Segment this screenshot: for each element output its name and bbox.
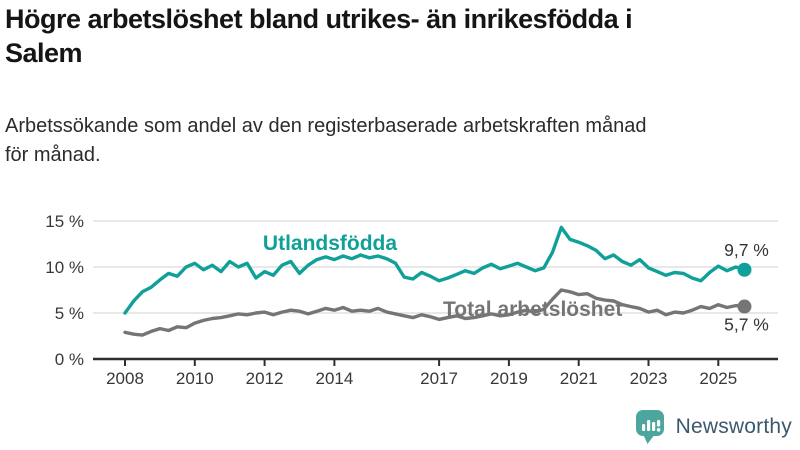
page-title-line2: Salem [5, 38, 83, 68]
x-tick-label: 2017 [420, 369, 458, 388]
chart-subtitle-line2: för månad. [5, 144, 101, 166]
x-tick-label: 2010 [176, 369, 214, 388]
chart-canvas: 0 % 5 % 10 % 15 % 2008 2010 2012 2014 2017 2019 20… [45, 212, 778, 388]
series-end-dot-utlandsfödda [737, 262, 752, 277]
page-title-line1: Högre arbetslöshet bland utrikes- än inr… [5, 4, 633, 34]
chart-subtitle: Arbetssökande som andel av den registerb… [5, 112, 785, 170]
y-tick-label: 10 % [45, 258, 84, 277]
series-line-total-arbetslöshet [123, 288, 747, 337]
y-tick-label: 15 % [45, 212, 84, 231]
x-tick-label: 2014 [315, 369, 353, 388]
series-end-dot-total-arbetslöshet [737, 299, 752, 314]
series-end-value-utlandsfödda: 9,7 % [724, 240, 769, 260]
series-label-utlandsfödda: Utlandsfödda [263, 232, 397, 255]
series-label-total-arbetslöshet: Total arbetslöshet [443, 298, 622, 321]
bar-chart-speech-bubble-icon [635, 410, 664, 444]
chart-subtitle-line1: Arbetssökande som andel av den registerb… [5, 115, 647, 137]
x-tick-label: 2025 [699, 369, 737, 388]
x-tick-label: 2008 [106, 369, 144, 388]
page-title: Högre arbetslöshet bland utrikes- än inr… [5, 2, 785, 70]
newsworthy-logo: Newsworthy [635, 408, 792, 446]
x-tick-label: 2012 [246, 369, 284, 388]
series-line-utlandsfödda [123, 225, 747, 315]
x-tick-label: 2021 [560, 369, 598, 388]
series-end-value-total-arbetslöshet: 5,7 % [724, 315, 769, 335]
brand-name: Newsworthy [675, 415, 792, 438]
x-tick-label: 2023 [630, 369, 668, 388]
x-tick-label: 2019 [490, 369, 528, 388]
line-chart: 0 % 5 % 10 % 15 % 2008 2010 2012 2014 2017 2019 20… [0, 200, 800, 400]
y-tick-label: 5 % [55, 304, 84, 323]
y-tick-label: 0 % [55, 350, 84, 369]
